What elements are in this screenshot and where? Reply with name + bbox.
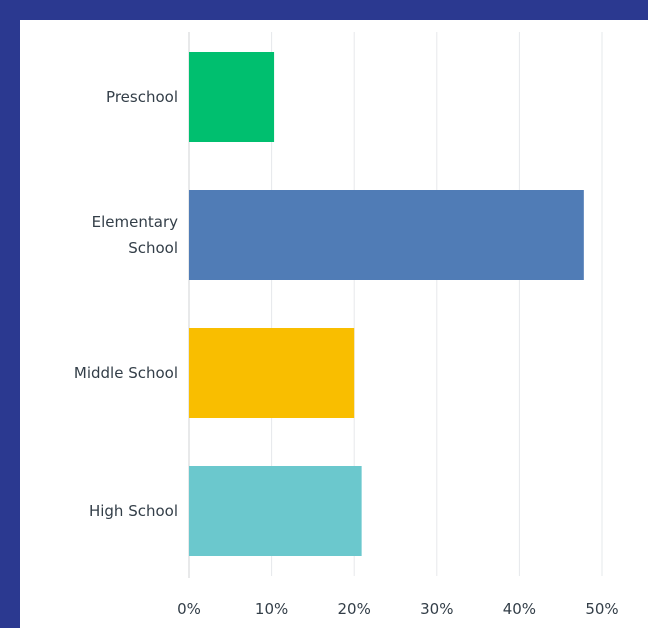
- x-tick-label: 20%: [338, 600, 371, 618]
- category-label: School: [128, 239, 178, 257]
- x-tick-label: 30%: [420, 600, 453, 618]
- bar: [189, 190, 584, 280]
- x-tick-label: 0%: [177, 600, 201, 618]
- x-tick-label: 10%: [255, 600, 288, 618]
- bar: [189, 52, 275, 142]
- bar: [189, 466, 362, 556]
- bar-chart: Preschool Elementary School Middle School Hi…: [74, 32, 619, 618]
- x-tick-label: 50%: [585, 600, 618, 618]
- chart-panel: Preschool Elementary School Middle School Hi…: [20, 20, 648, 628]
- bar: [189, 328, 355, 418]
- x-tick-label: 40%: [503, 600, 536, 618]
- category-label: High School: [89, 502, 178, 520]
- category-label: Elementary: [92, 213, 178, 231]
- category-label: Middle School: [74, 364, 178, 382]
- category-label: Preschool: [106, 88, 178, 106]
